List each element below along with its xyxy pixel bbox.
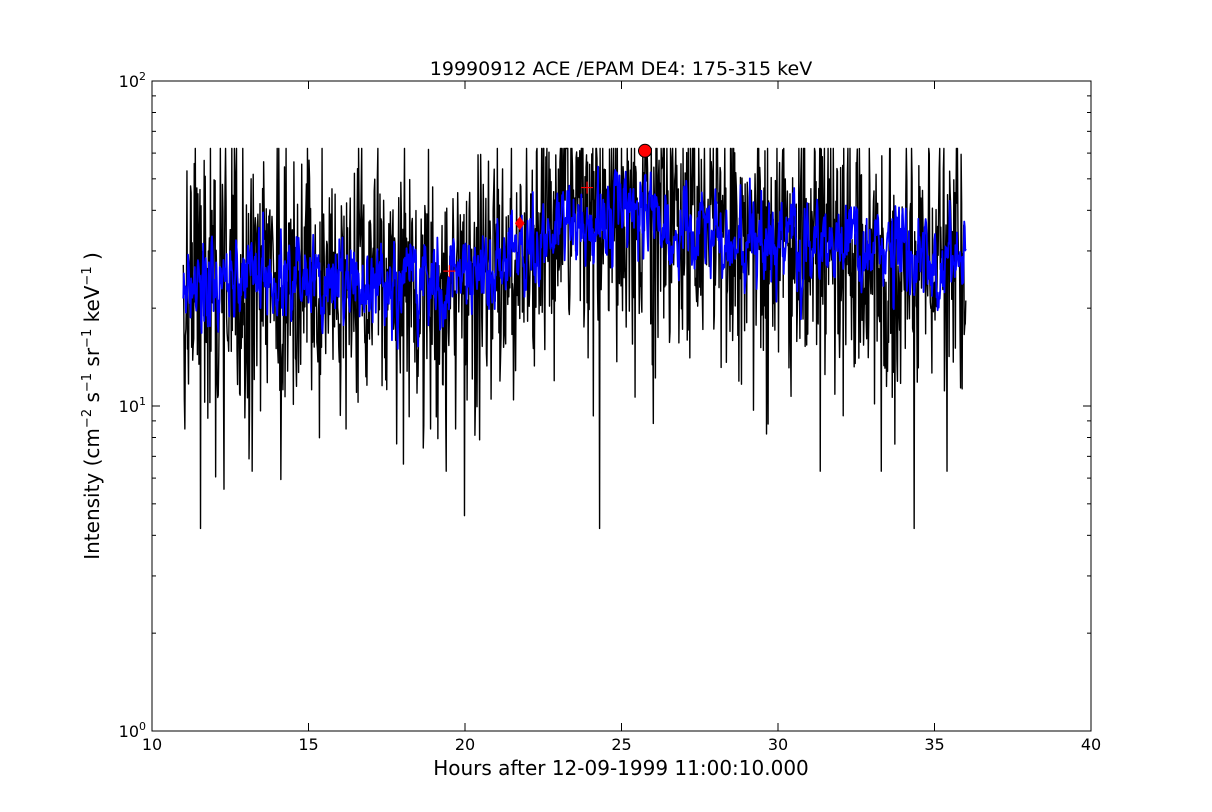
axis-ticks — [151, 80, 1092, 732]
y-label-sup-3: −1 — [80, 329, 95, 348]
y-tick-label: 101 — [119, 395, 146, 416]
y-tick-label: 102 — [119, 70, 146, 91]
x-axis-label: Hours after 12-09-1999 11:00:10.000 — [433, 756, 809, 780]
y-tick-label-base: 10 — [119, 397, 139, 416]
y-label-mid-2: sr — [80, 347, 104, 373]
y-tick-label: 100 — [119, 720, 146, 741]
y-label-prefix: Intensity (cm — [80, 428, 104, 560]
plot-data-layer — [182, 147, 967, 530]
marker-plus — [581, 181, 594, 194]
marker-plus — [443, 265, 456, 278]
plot-marker-layer — [443, 143, 652, 278]
y-label-sup-1: −2 — [80, 409, 95, 428]
y-label-suffix: ) — [80, 252, 104, 266]
y-tick-label-exponent: 0 — [139, 720, 146, 733]
y-tick-label-exponent: 2 — [139, 70, 146, 83]
x-tick-label: 15 — [298, 735, 318, 754]
y-axis-label: Intensity (cm−2 s−1 sr−1 keV−1 ) — [80, 252, 104, 560]
x-tick-label: 20 — [455, 735, 475, 754]
y-tick-label-base: 10 — [119, 72, 139, 91]
y-label-mid-1: s — [80, 392, 104, 409]
marker-circle — [637, 143, 652, 158]
x-tick-label: 10 — [142, 735, 162, 754]
x-tick-label: 40 — [1081, 735, 1101, 754]
y-label-sup-2: −1 — [80, 373, 95, 392]
y-label-sup-4: −1 — [80, 266, 95, 285]
y-tick-label-base: 10 — [119, 722, 139, 741]
chart-title: 19990912 ACE /EPAM DE4: 175-315 keV — [430, 58, 812, 80]
x-axis-tick-labels: 10 15 20 25 30 35 40 — [142, 735, 1101, 754]
x-tick-label: 30 — [768, 735, 788, 754]
x-tick-label: 35 — [924, 735, 944, 754]
y-tick-label-exponent: 1 — [139, 395, 146, 408]
series-smoothed-line — [182, 165, 967, 350]
x-tick-label: 25 — [611, 735, 631, 754]
y-label-mid-3: keV — [80, 285, 104, 329]
marker-diamond — [514, 216, 525, 231]
